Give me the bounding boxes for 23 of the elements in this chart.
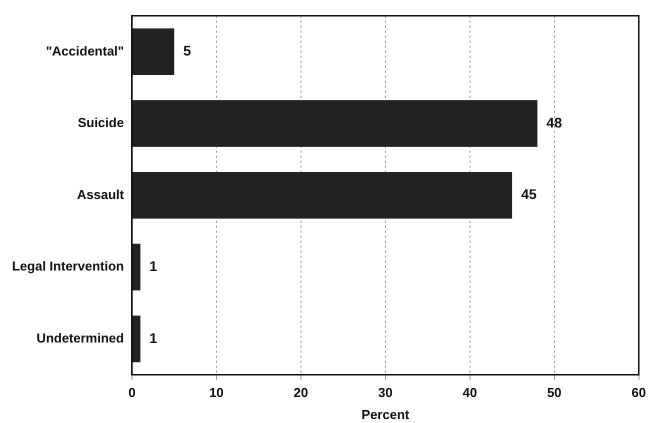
x-tick-label: 0 (128, 385, 136, 400)
x-tick-label: 60 (632, 385, 646, 400)
y-tick-label: "Accidental" (46, 43, 124, 58)
bar (132, 28, 174, 76)
y-tick-label: Undetermined (36, 330, 124, 346)
bar (132, 172, 512, 219)
data-label: 1 (149, 330, 158, 346)
y-tick-label: Legal Intervention (12, 258, 124, 274)
data-label: 48 (546, 114, 562, 130)
data-label: 1 (149, 258, 158, 274)
x-tick-label: 40 (462, 385, 478, 400)
bar (132, 100, 538, 147)
x-tick-label: 30 (378, 385, 393, 400)
data-label: 5 (183, 42, 192, 59)
x-axis-title: Percent (362, 406, 410, 422)
data-label: 45 (521, 186, 537, 202)
x-tick-label: 10 (209, 385, 224, 400)
x-tick-label: 20 (294, 385, 308, 400)
bar (132, 316, 140, 362)
x-tick-label: 50 (547, 385, 562, 400)
y-tick-label: Suicide (78, 115, 124, 130)
bar (132, 244, 140, 290)
y-tick-label: Assault (76, 186, 125, 202)
